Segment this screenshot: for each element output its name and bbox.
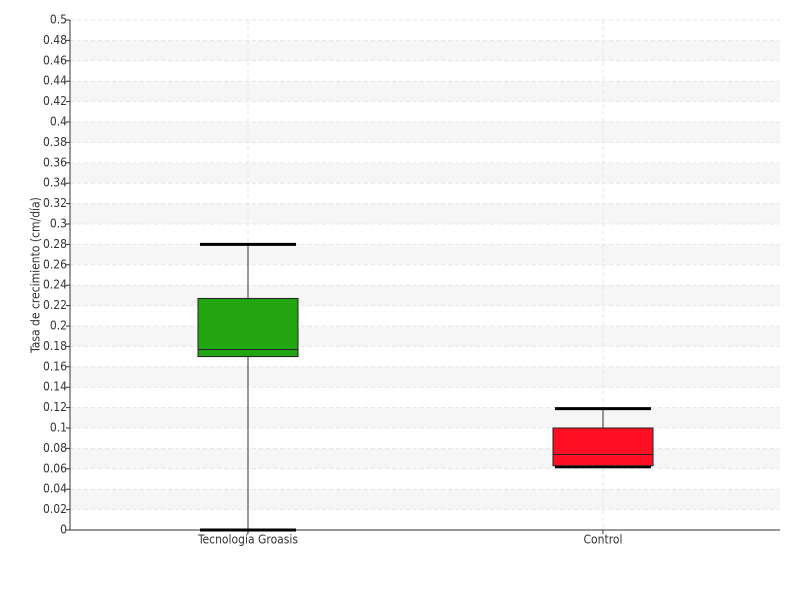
y-tick-label: 0.06	[43, 461, 67, 475]
grid-band	[70, 81, 780, 102]
y-tick-label: 0.1	[50, 421, 67, 435]
y-tick-label: 0.2	[50, 319, 67, 333]
box	[197, 297, 299, 358]
y-tick-label: 0.5	[50, 13, 67, 27]
grid-band	[70, 122, 780, 143]
y-tick-label: 0.3	[50, 217, 67, 231]
y-tick-label: 0.34	[43, 176, 67, 190]
y-tick-label: 0.16	[43, 359, 67, 373]
grid-band	[70, 285, 780, 306]
y-tick-label: 0.22	[43, 298, 67, 312]
y-tick-label: 0.28	[43, 237, 67, 251]
grid-band	[70, 326, 780, 347]
y-tick-label: 0.12	[43, 400, 67, 414]
y-tick-label: 0.08	[43, 441, 67, 455]
y-tick-label: 0.18	[43, 339, 67, 353]
grid-band	[70, 448, 780, 469]
y-tick-label: 0.24	[43, 278, 67, 292]
y-axis-label: Tasa de crecimiento (cm/día)	[29, 197, 43, 354]
grid-band	[70, 162, 780, 184]
grid-band	[70, 244, 780, 265]
grid-band	[70, 40, 780, 61]
y-tick-label: 0.42	[43, 94, 67, 108]
y-tick-label: 0.46	[43, 53, 67, 67]
y-tick-label: 0.48	[43, 33, 67, 47]
y-tick-label: 0.26	[43, 257, 67, 271]
y-tick-label: 0.4	[50, 115, 67, 129]
y-tick-label: 0.02	[43, 502, 67, 516]
y-tick-label: 0.14	[43, 380, 67, 394]
y-tick-label: 0.32	[43, 196, 67, 210]
box	[552, 427, 654, 467]
x-tick-label: Tecnología Groasis	[197, 533, 298, 547]
y-tick-label: 0.44	[43, 74, 67, 88]
grid-band	[70, 489, 780, 510]
y-tick-label: 0.04	[43, 482, 67, 496]
y-tick-label: 0.36	[43, 155, 67, 169]
y-tick-label: 0	[60, 523, 67, 537]
grid-band	[70, 203, 780, 224]
x-tick-label: Control	[584, 533, 623, 547]
y-tick-label: 0.38	[43, 135, 67, 149]
grid-band	[70, 407, 780, 428]
grid-band	[70, 366, 780, 388]
